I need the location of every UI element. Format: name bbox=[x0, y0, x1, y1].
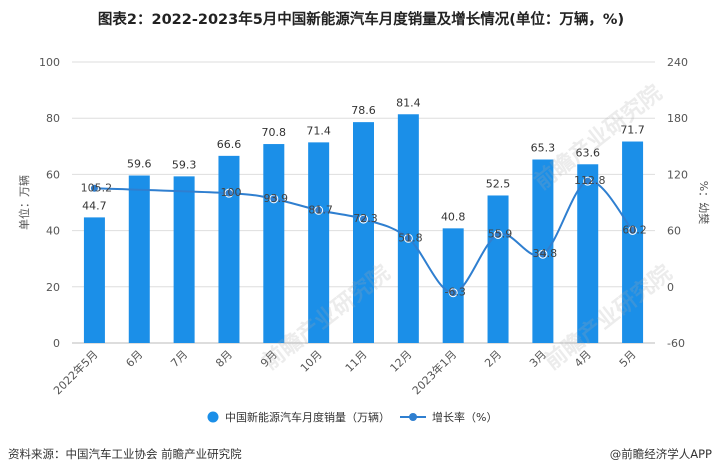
bar bbox=[622, 141, 644, 343]
bar bbox=[442, 228, 464, 343]
growth-point bbox=[224, 188, 234, 198]
y-right-tick-label: 0 bbox=[667, 281, 674, 294]
x-tick-label: 11月 bbox=[343, 348, 370, 375]
bar-value-label: 71.7 bbox=[620, 124, 645, 137]
bar-value-label: 44.7 bbox=[82, 199, 107, 212]
x-tick-label: 7月 bbox=[168, 348, 190, 370]
x-tick-label: 2月 bbox=[482, 348, 504, 370]
y-left-tick-label: 0 bbox=[53, 337, 60, 350]
y-right-tick-label: 180 bbox=[667, 112, 688, 125]
y-right-tick-label: 240 bbox=[667, 56, 688, 69]
growth-value-label: 105.2 bbox=[81, 181, 113, 194]
bar-value-label: 66.6 bbox=[217, 138, 242, 151]
x-tick-label: 5月 bbox=[617, 348, 639, 370]
source-note: 资料来源：中国汽车工业协会 前瞻产业研究院 bbox=[8, 447, 242, 461]
x-tick-label: 2023年1月 bbox=[409, 347, 459, 397]
bar-value-label: 40.8 bbox=[441, 210, 466, 223]
y-left-tick-label: 60 bbox=[46, 168, 60, 181]
legend-bar-label: 中国新能源汽车月度销量（万辆） bbox=[225, 410, 390, 424]
bar bbox=[308, 142, 330, 343]
bar bbox=[218, 155, 240, 343]
bar-value-label: 63.6 bbox=[575, 146, 600, 159]
growth-value-label: 93.9 bbox=[264, 192, 289, 205]
bar-value-label: 59.6 bbox=[127, 158, 152, 171]
legend-line-dot bbox=[409, 413, 417, 421]
y-right-tick-label: -60 bbox=[667, 337, 685, 350]
bar bbox=[263, 144, 285, 343]
growth-point bbox=[314, 205, 324, 215]
bar bbox=[353, 122, 374, 343]
bar bbox=[83, 217, 105, 343]
y-right-tick-label: 60 bbox=[667, 225, 681, 238]
bar-value-label: 78.6 bbox=[351, 104, 376, 117]
growth-value-label: -6.3 bbox=[444, 286, 465, 299]
growth-point bbox=[269, 194, 279, 204]
growth-value-label: 112.8 bbox=[574, 174, 606, 187]
growth-point bbox=[89, 183, 99, 193]
growth-value-label: 72.3 bbox=[353, 212, 378, 225]
bar-value-label: 52.5 bbox=[486, 177, 511, 190]
bar-value-label: 65.3 bbox=[531, 142, 556, 155]
growth-point bbox=[583, 176, 593, 186]
y-left-tick-label: 80 bbox=[46, 112, 60, 125]
bar-value-label: 71.4 bbox=[306, 124, 331, 137]
bar bbox=[397, 114, 419, 344]
x-tick-label: 6月 bbox=[123, 348, 145, 370]
x-tick-label: 2022年5月 bbox=[50, 347, 100, 397]
brand-credit: @前瞻经济学人APP bbox=[609, 447, 712, 461]
bar bbox=[173, 176, 195, 343]
growth-point bbox=[448, 288, 458, 298]
bar-value-label: 59.3 bbox=[172, 158, 197, 171]
y-left-tick-label: 100 bbox=[39, 56, 60, 69]
y-right-axis-title: %：幼樊 bbox=[697, 181, 711, 224]
legend-bar-marker bbox=[207, 411, 219, 423]
growth-value-label: 60.2 bbox=[622, 223, 647, 236]
y-right-tick-label: 120 bbox=[667, 168, 688, 181]
bar bbox=[577, 164, 599, 343]
growth-point bbox=[403, 233, 413, 243]
y-left-tick-label: 20 bbox=[46, 281, 60, 294]
growth-value-label: 34.8 bbox=[533, 247, 558, 260]
x-tick-label: 12月 bbox=[388, 348, 415, 375]
bar-value-label: 81.4 bbox=[396, 96, 421, 109]
growth-point bbox=[359, 214, 368, 224]
bar-value-label: 70.8 bbox=[262, 126, 287, 139]
chart-title: 图表2：2022-2023年5月中国新能源汽车月度销量及增长情况(单位：万辆，%… bbox=[97, 12, 625, 28]
growth-value-label: 55.9 bbox=[488, 227, 513, 240]
growth-point bbox=[493, 229, 503, 239]
bar bbox=[128, 175, 150, 343]
growth-value-label: 81.7 bbox=[308, 203, 333, 216]
y-left-axis-title: 单位：万辆 bbox=[17, 175, 31, 230]
x-tick-label: 8月 bbox=[213, 348, 235, 370]
growth-value-label: 100 bbox=[220, 186, 241, 199]
legend-line-label: 增长率（%） bbox=[432, 410, 497, 424]
y-left-tick-label: 40 bbox=[46, 225, 60, 238]
growth-point bbox=[538, 249, 548, 259]
growth-point bbox=[628, 225, 638, 235]
growth-value-label: 51.8 bbox=[398, 231, 423, 244]
bar bbox=[487, 195, 509, 343]
